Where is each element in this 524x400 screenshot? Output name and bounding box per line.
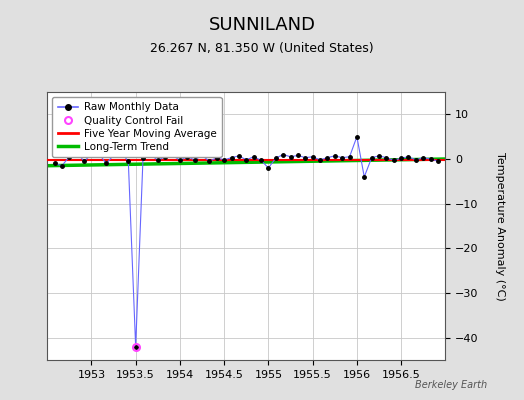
Legend: Raw Monthly Data, Quality Control Fail, Five Year Moving Average, Long-Term Tren: Raw Monthly Data, Quality Control Fail, … (52, 97, 222, 157)
Text: SUNNILAND: SUNNILAND (209, 16, 315, 34)
Text: Berkeley Earth: Berkeley Earth (415, 380, 487, 390)
Text: 26.267 N, 81.350 W (United States): 26.267 N, 81.350 W (United States) (150, 42, 374, 55)
Y-axis label: Temperature Anomaly (°C): Temperature Anomaly (°C) (495, 152, 505, 300)
